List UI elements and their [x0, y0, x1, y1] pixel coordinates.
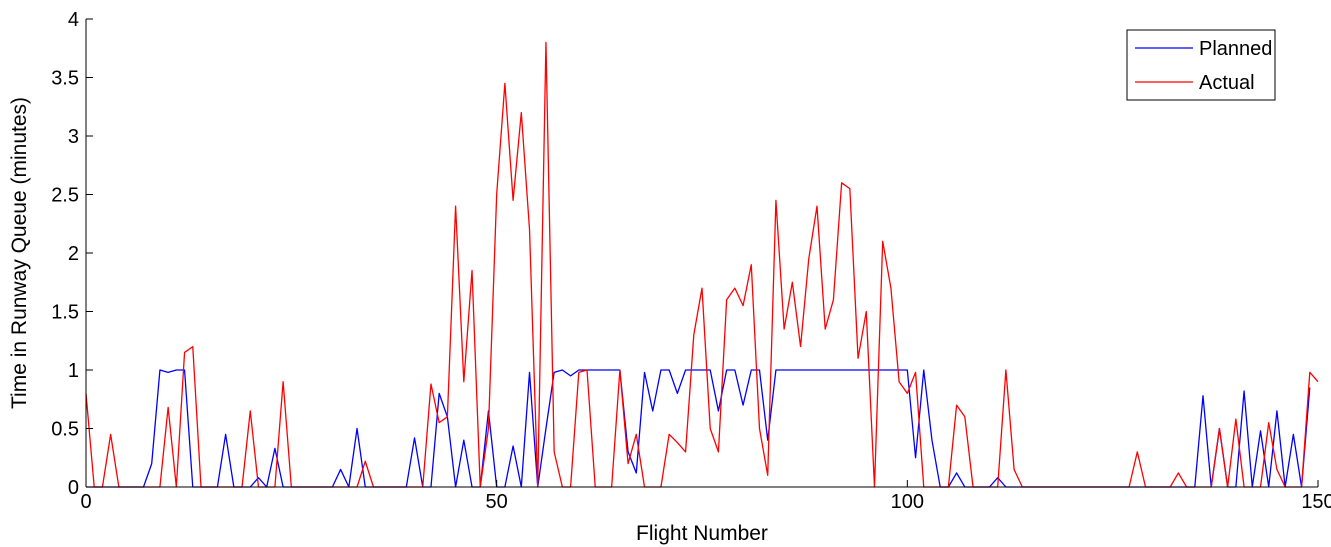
y-ticks: 0 0.5 1 1.5 2 2.5 3 3.5 4: [51, 9, 93, 499]
y-tick-label: 1: [68, 360, 79, 382]
legend-label-planned: Planned: [1199, 38, 1272, 60]
x-tick-label: 50: [486, 491, 508, 513]
x-tick-label: 100: [891, 491, 924, 513]
y-tick-label: 2: [68, 243, 79, 265]
plot-frame: [86, 19, 1318, 487]
y-tick-label: 0: [68, 477, 79, 499]
y-tick-label: 1.5: [51, 302, 79, 324]
y-tick-label: 3.5: [51, 68, 79, 90]
legend-box: [1126, 29, 1276, 101]
y-axis-label: Time in Runway Queue (minutes): [8, 97, 31, 409]
y-tick-label: 2.5: [51, 185, 79, 207]
x-axis-label: Flight Number: [636, 522, 768, 545]
y-tick-label: 3: [68, 126, 79, 148]
x-ticks: 0 50 100 150: [80, 480, 1331, 513]
x-tick-label: 0: [80, 491, 91, 513]
x-tick-label: 150: [1301, 491, 1331, 513]
y-tick-label: 0.5: [51, 419, 79, 441]
y-tick-label: 4: [68, 9, 79, 31]
legend: Planned Actual: [1126, 29, 1276, 101]
legend-label-actual: Actual: [1199, 72, 1255, 94]
plot-area: 0 50 100 150 0 0.5 1 1.5 2 2.5 3 3.5 4: [51, 9, 1331, 513]
